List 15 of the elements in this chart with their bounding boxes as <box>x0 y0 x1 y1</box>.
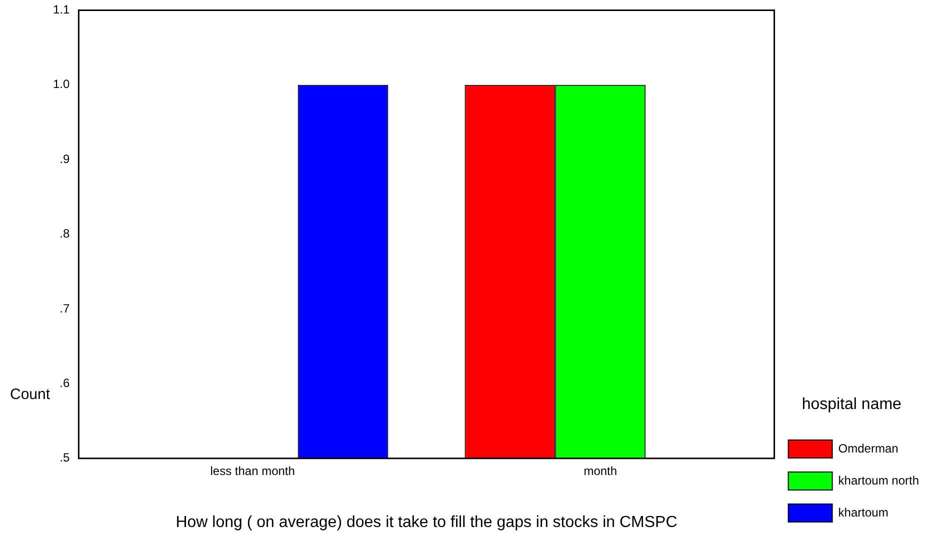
y-tick-label: .6 <box>60 376 70 390</box>
y-tick-label: .5 <box>60 450 70 465</box>
y-tick-label: 1.1 <box>52 2 70 17</box>
x-tick-label: less than month <box>210 464 295 478</box>
legend-title: hospital name <box>802 396 902 414</box>
legend-label: khartoum <box>838 505 888 520</box>
y-axis-title: Count <box>10 386 50 403</box>
y-tick-label: .9 <box>60 152 70 166</box>
y-tick-label: 1.0 <box>52 77 70 92</box>
x-tick-label: month <box>584 464 618 478</box>
y-tick-label: .8 <box>60 226 70 241</box>
legend-label: khartoum north <box>838 473 920 488</box>
y-tick-label: .7 <box>60 301 70 316</box>
legend-label: Omderman <box>838 441 898 456</box>
x-axis-title: How long ( on average) does it take to fill the gaps in stocks in CMSPC <box>176 514 678 531</box>
